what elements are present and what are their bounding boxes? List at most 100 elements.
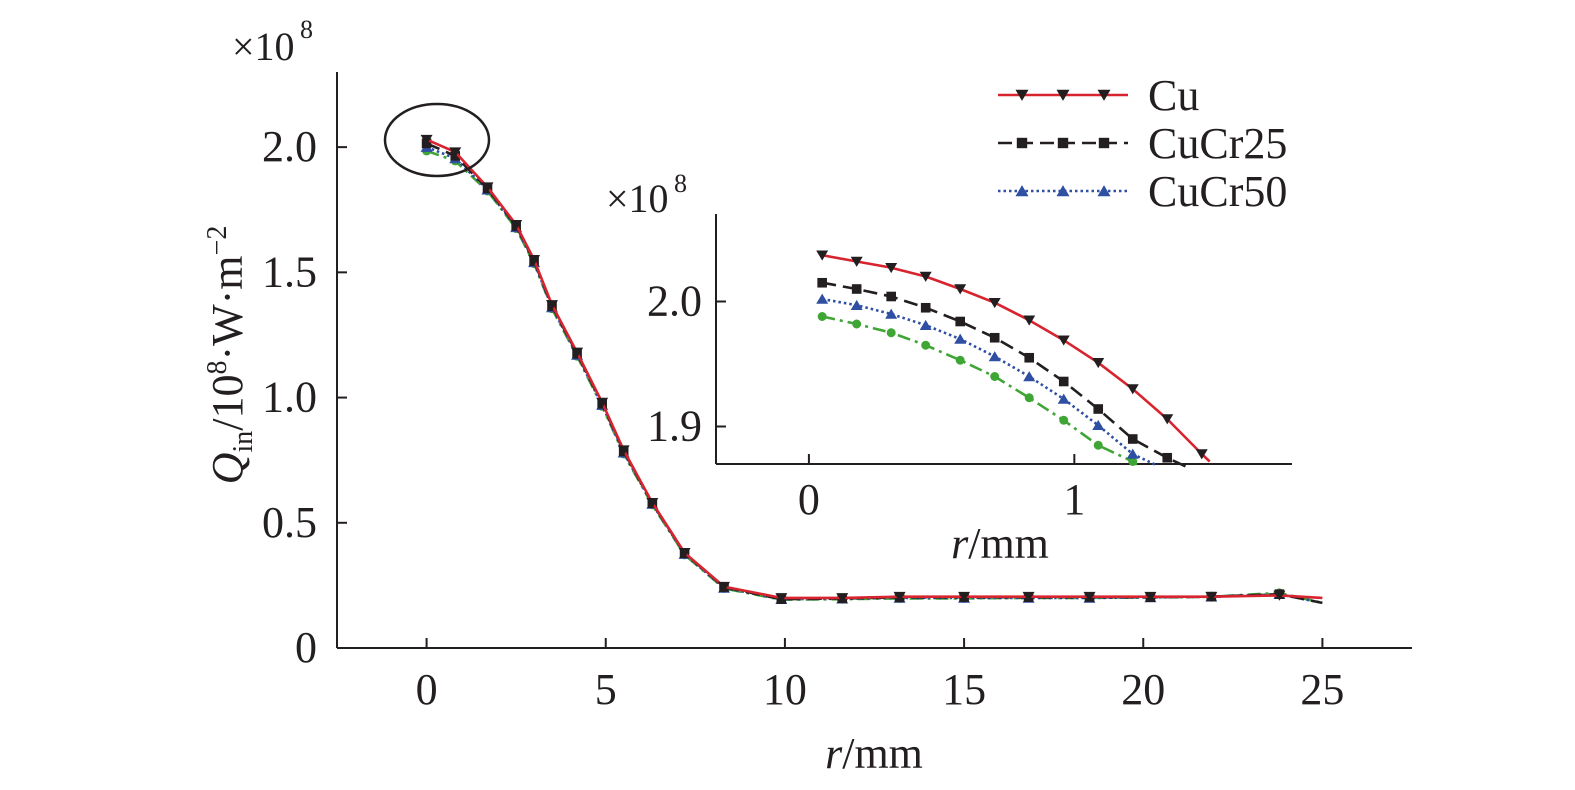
- inset-data-point: [990, 372, 1000, 381]
- inset-data-point: [1126, 384, 1139, 395]
- main-series-line: [426, 138, 1323, 600]
- inset-data-point: [989, 332, 1000, 343]
- inset-series: [816, 250, 1211, 468]
- legend-marker: [1098, 137, 1110, 149]
- main-data-point: [836, 593, 849, 604]
- inset-data-point: [988, 351, 1001, 362]
- inset-data-point: [817, 312, 827, 321]
- y-label-unit: ·W·m: [203, 255, 252, 360]
- inset-y-exponent: ×10 8: [606, 169, 687, 221]
- legend-item-cu: Cu: [998, 71, 1199, 120]
- main-data-point: [617, 445, 630, 456]
- main-data-point: [449, 147, 462, 158]
- inset-data-point: [1126, 448, 1139, 459]
- legend-label: CuCr50: [1148, 167, 1287, 216]
- inset-data-point: [1093, 404, 1104, 414]
- inset-x-label: r/mm: [951, 519, 1049, 568]
- main-data-point: [420, 134, 433, 146]
- legend-marker: [1057, 137, 1069, 149]
- inset-data-point: [1092, 357, 1105, 369]
- inset-y-exponent-base: ×10: [606, 176, 669, 221]
- inset-series-cucr50: [816, 293, 1158, 467]
- inset-data-point: [921, 340, 931, 350]
- inset-series-cu: [816, 250, 1211, 463]
- zoom-highlight-ellipse: [383, 102, 491, 178]
- inset-data-point: [1162, 452, 1173, 463]
- main-data-point: [571, 347, 584, 358]
- main-y-tick-label: 1.0: [262, 373, 317, 422]
- inset-data-point: [1059, 415, 1069, 425]
- main-data-point: [1144, 591, 1157, 603]
- inset-data-point: [1128, 457, 1138, 466]
- main-y-tick-label: 0: [295, 623, 317, 672]
- main-chart: ×10 8 00.51.01.52.0 0 5 10 15 20 25 Qin/108·W…: [202, 15, 1412, 778]
- inset-data-point: [852, 319, 862, 329]
- inset-data-point: [1093, 440, 1103, 450]
- main-data-point: [958, 591, 971, 603]
- main-data-point: [678, 548, 691, 559]
- main-axes: [336, 72, 1412, 649]
- main-data-point: [1273, 590, 1286, 601]
- y-label-symbol: Q: [203, 453, 252, 485]
- main-y-ticks: 0 0.5 1.0 1.5 2.0: [262, 122, 347, 672]
- inset-data-point: [1024, 393, 1034, 403]
- inset-data-point: [885, 308, 898, 319]
- inset-y-tick-label: 2.0: [647, 277, 702, 326]
- legend-marker: [1016, 137, 1028, 149]
- inset-data-point: [817, 277, 827, 288]
- main-x-tick-label: 25: [1300, 665, 1344, 714]
- inset-y-exponent-power: 8: [674, 169, 687, 198]
- y-label-subscript: in: [228, 431, 259, 453]
- main-x-tick-label: 15: [942, 665, 986, 714]
- inset-data-point: [919, 319, 932, 331]
- main-data-point: [510, 219, 523, 231]
- inset-data-point: [1195, 449, 1208, 460]
- main-y-exponent-base: ×10: [232, 24, 295, 69]
- inset-series-cucr25: [817, 277, 1187, 468]
- inset-data-point: [816, 293, 829, 304]
- inset-data-point: [886, 328, 896, 338]
- main-x-tick-label: 10: [763, 665, 807, 714]
- inset-data-point: [851, 284, 862, 294]
- inset-data-point: [1058, 376, 1069, 387]
- inset-data-point: [1057, 335, 1070, 346]
- inset-data-point: [1024, 352, 1035, 363]
- main-data-point: [1205, 591, 1218, 603]
- main-data-point: [718, 581, 730, 593]
- legend-label: Cu: [1148, 71, 1199, 120]
- main-y-label: Qin/108·W·m−2: [202, 226, 259, 485]
- inset-data-point: [850, 256, 863, 267]
- legend-marker: [1056, 89, 1070, 101]
- inset-x-label-unit: /mm: [968, 519, 1049, 568]
- main-data-point: [893, 591, 906, 603]
- inset-series-cucr75: [817, 312, 1139, 467]
- inset-data-point: [1023, 371, 1036, 382]
- legend-label: CuCr25: [1148, 119, 1287, 168]
- inset-y-tick-label: 1.9: [647, 402, 702, 451]
- main-y-exponent-power: 8: [300, 15, 313, 44]
- main-y-tick-label: 0.5: [262, 498, 317, 547]
- inset-data-point: [954, 333, 967, 344]
- inset-x-label-symbol: r: [951, 519, 969, 568]
- inset-data-point: [920, 302, 931, 313]
- inset-data-point: [850, 299, 863, 311]
- legend-marker: [1015, 185, 1029, 197]
- main-x-ticks: 0 5 10 15 20 25: [416, 638, 1344, 714]
- main-series: [420, 134, 1323, 605]
- inset-data-point: [919, 271, 932, 282]
- inset-data-point: [1057, 393, 1070, 404]
- inset-data-point: [1023, 315, 1036, 326]
- legend-item-cucr25: CuCr25: [998, 119, 1287, 168]
- main-data-point: [596, 397, 609, 408]
- legend-marker: [1097, 89, 1111, 101]
- inset-data-point: [1161, 414, 1174, 425]
- inset-series-line: [821, 281, 1187, 468]
- inset-y-ticks: 1.9 2.0: [647, 277, 726, 451]
- main-data-point: [546, 300, 558, 311]
- y-label-unit-power: −2: [202, 226, 233, 256]
- main-y-tick-label: 2.0: [262, 122, 317, 171]
- inset-data-point: [1127, 434, 1138, 444]
